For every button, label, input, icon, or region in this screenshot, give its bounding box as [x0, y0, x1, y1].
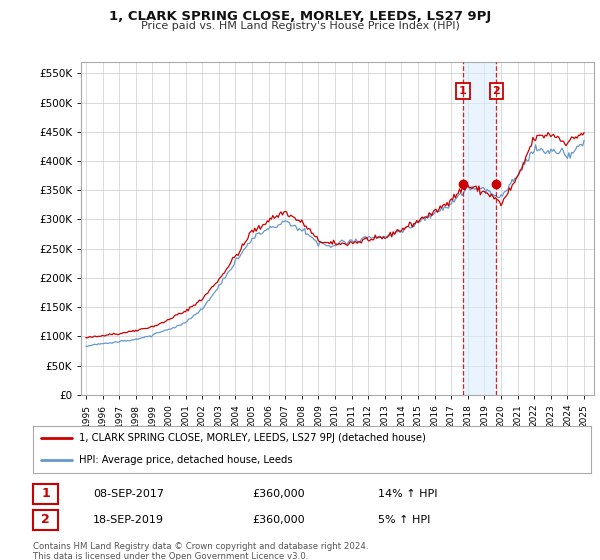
Text: 18-SEP-2019: 18-SEP-2019: [93, 515, 164, 525]
Text: Contains HM Land Registry data © Crown copyright and database right 2024.
This d: Contains HM Land Registry data © Crown c…: [33, 542, 368, 560]
Text: 5% ↑ HPI: 5% ↑ HPI: [378, 515, 430, 525]
Text: HPI: Average price, detached house, Leeds: HPI: Average price, detached house, Leed…: [79, 455, 292, 465]
Text: 14% ↑ HPI: 14% ↑ HPI: [378, 489, 437, 499]
Text: £360,000: £360,000: [252, 489, 305, 499]
Text: 2: 2: [41, 513, 50, 526]
Bar: [463, 62, 496, 395]
Text: Price paid vs. HM Land Registry's House Price Index (HPI): Price paid vs. HM Land Registry's House …: [140, 21, 460, 31]
Text: £360,000: £360,000: [252, 515, 305, 525]
Text: 1: 1: [41, 487, 50, 501]
Text: 1, CLARK SPRING CLOSE, MORLEY, LEEDS, LS27 9PJ (detached house): 1, CLARK SPRING CLOSE, MORLEY, LEEDS, LS…: [79, 433, 425, 444]
Text: 2: 2: [493, 86, 500, 96]
Text: 1: 1: [459, 86, 467, 96]
Text: 08-SEP-2017: 08-SEP-2017: [93, 489, 164, 499]
Text: 1, CLARK SPRING CLOSE, MORLEY, LEEDS, LS27 9PJ: 1, CLARK SPRING CLOSE, MORLEY, LEEDS, LS…: [109, 10, 491, 23]
